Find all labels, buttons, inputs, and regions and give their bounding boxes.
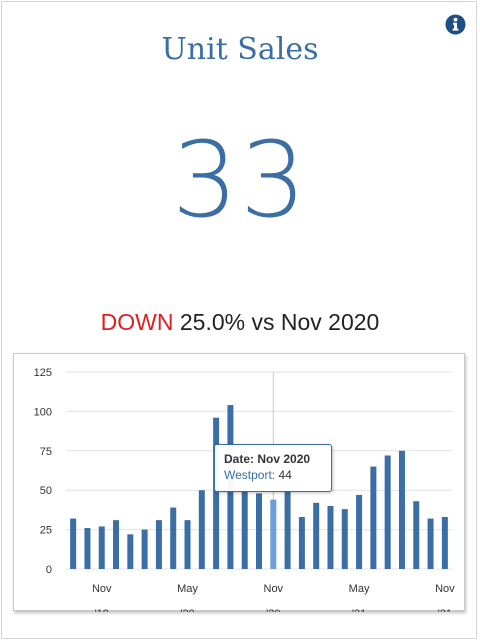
x-tick-label-month: Nov	[435, 583, 455, 595]
tooltip-date: Date: Nov 2020	[224, 452, 311, 466]
x-tick-label-month: May	[177, 583, 198, 595]
bar	[84, 528, 91, 569]
x-tick-label-year: '21	[352, 608, 366, 612]
x-tick-label-month: May	[349, 583, 370, 595]
bar	[127, 534, 134, 569]
bar	[327, 505, 334, 569]
bar	[441, 516, 448, 569]
y-tick-label: 100	[34, 406, 52, 418]
tooltip-series-value: 44	[278, 468, 292, 482]
bar	[313, 502, 320, 569]
y-tick-label: 125	[34, 367, 52, 379]
bar	[98, 526, 105, 569]
card-title: Unit Sales	[161, 32, 319, 67]
bar	[298, 516, 305, 569]
bar	[256, 493, 262, 569]
y-tick-label: 50	[40, 485, 52, 497]
bar	[141, 529, 148, 569]
x-tick-label-year: '19	[95, 608, 109, 612]
bar	[427, 518, 434, 569]
bar	[270, 499, 277, 569]
bar	[356, 494, 363, 569]
y-tick-label: 0	[46, 564, 52, 576]
chart-tooltip: Date: Nov 2020 Westport: 44	[214, 444, 332, 492]
x-tick-label-year: '21	[438, 608, 452, 612]
info-circle-icon[interactable]	[445, 14, 466, 35]
tooltip-series-name: Westport:	[224, 468, 276, 482]
bar	[341, 509, 348, 569]
bar	[398, 450, 405, 569]
bar	[155, 520, 162, 569]
bar	[384, 455, 391, 569]
change-comparison: 25.0% vs Nov 2020	[179, 309, 380, 335]
change-direction: DOWN	[100, 309, 174, 335]
y-tick-label: 75	[40, 446, 52, 458]
bar	[198, 490, 205, 569]
bar	[184, 520, 191, 569]
bar	[170, 507, 177, 569]
bar	[284, 490, 291, 569]
x-tick-label-year: '20	[266, 608, 280, 612]
y-tick-label: 25	[40, 525, 52, 537]
bar	[241, 491, 248, 569]
bar	[70, 518, 77, 569]
x-tick-label-year: '20	[180, 608, 194, 612]
metric-value: 33	[171, 119, 309, 241]
x-tick-label-month: Nov	[92, 583, 112, 595]
change-summary: DOWN 25.0% vs Nov 2020	[2, 309, 478, 336]
bar	[213, 417, 220, 569]
bar	[413, 501, 420, 569]
bar	[113, 520, 120, 569]
x-tick-label-month: Nov	[264, 583, 284, 595]
bar	[370, 466, 377, 569]
